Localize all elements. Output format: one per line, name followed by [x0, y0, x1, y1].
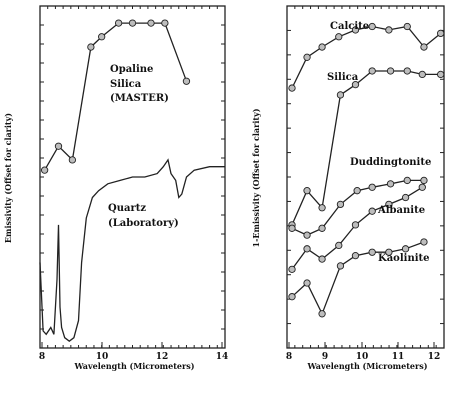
data-point	[353, 187, 361, 195]
series-line-2	[39, 158, 225, 343]
data-point	[368, 67, 376, 75]
data-point	[336, 262, 345, 270]
data-point	[303, 231, 311, 239]
data-point	[318, 204, 326, 212]
data-point	[418, 183, 426, 191]
data-point	[288, 224, 296, 232]
x-tick-label: 12	[428, 352, 441, 362]
data-point	[386, 67, 395, 75]
data-point	[318, 224, 326, 232]
x-tick-label: 8	[39, 352, 45, 362]
x-axis-title: Wavelength (Micrometers)	[307, 361, 428, 371]
data-point	[403, 176, 411, 185]
series-label-5: Kaolinite	[378, 253, 430, 264]
data-point	[420, 176, 428, 185]
data-point	[288, 84, 296, 92]
x-tick-label: 9	[322, 352, 328, 362]
data-point	[288, 293, 296, 301]
data-point	[318, 43, 326, 51]
series-label-1: Opaline	[110, 64, 153, 75]
data-point	[114, 19, 123, 27]
data-point	[418, 70, 426, 79]
data-point	[335, 33, 343, 41]
data-point	[401, 193, 410, 202]
data-point	[54, 142, 63, 150]
data-point	[303, 279, 311, 287]
x-tick-label: 8	[286, 352, 292, 362]
y-axis-title: 1-Emissivity (Offset for clarity)	[251, 108, 261, 247]
x-tick-label: 14	[216, 352, 229, 362]
series-line-1	[291, 25, 442, 89]
series-label-2: Quartz	[108, 203, 146, 214]
y-axis-title: Emissivity (Offset for clarity)	[3, 113, 13, 243]
series-label-4: Albanite	[377, 205, 425, 216]
data-point	[40, 166, 49, 174]
data-point	[386, 180, 395, 188]
data-point	[351, 26, 360, 34]
x-axis-title: Wavelength (Micrometers)	[74, 361, 195, 371]
series-label-2: Silica	[327, 72, 359, 83]
data-point	[368, 183, 376, 191]
data-point	[182, 77, 191, 85]
series-label-1: Calcite	[330, 21, 369, 32]
series-line-2	[291, 70, 441, 226]
data-point	[318, 255, 326, 263]
x-tick-label: 10	[356, 352, 369, 362]
data-point	[161, 19, 169, 27]
data-point	[385, 26, 393, 34]
data-point	[303, 53, 311, 61]
data-point	[437, 70, 445, 79]
data-point	[68, 156, 77, 164]
data-point	[303, 187, 311, 195]
data-point	[368, 248, 376, 256]
data-point	[351, 252, 360, 260]
data-point	[385, 200, 393, 209]
x-tick-label: 12	[156, 352, 169, 362]
data-point	[335, 241, 343, 250]
data-point	[420, 43, 428, 51]
series-label-1: Silica	[110, 79, 142, 90]
data-point	[288, 265, 296, 273]
data-point	[87, 43, 95, 51]
panel-1	[39, 5, 226, 349]
data-point	[401, 245, 410, 253]
data-point	[336, 200, 345, 209]
data-point	[437, 29, 445, 38]
data-point	[351, 81, 360, 89]
data-point	[420, 238, 428, 246]
series-label-3: Duddingtonite	[350, 157, 431, 168]
data-point	[351, 221, 360, 229]
series-label-2: (Laboratory)	[108, 218, 179, 229]
data-point	[128, 19, 137, 27]
x-tick-label: 10	[96, 352, 109, 362]
data-point	[368, 22, 376, 31]
data-point	[147, 19, 155, 27]
series-line-1	[44, 22, 188, 171]
data-point	[368, 207, 376, 215]
data-point	[385, 248, 393, 256]
data-point	[318, 310, 326, 318]
data-point	[336, 91, 345, 99]
data-point	[403, 67, 411, 75]
data-point	[98, 33, 106, 41]
series-label-1: (MASTER)	[110, 93, 169, 104]
data-point	[403, 22, 411, 31]
x-tick-label: 11	[392, 352, 405, 362]
panel-2	[286, 5, 445, 349]
data-point	[303, 245, 311, 253]
